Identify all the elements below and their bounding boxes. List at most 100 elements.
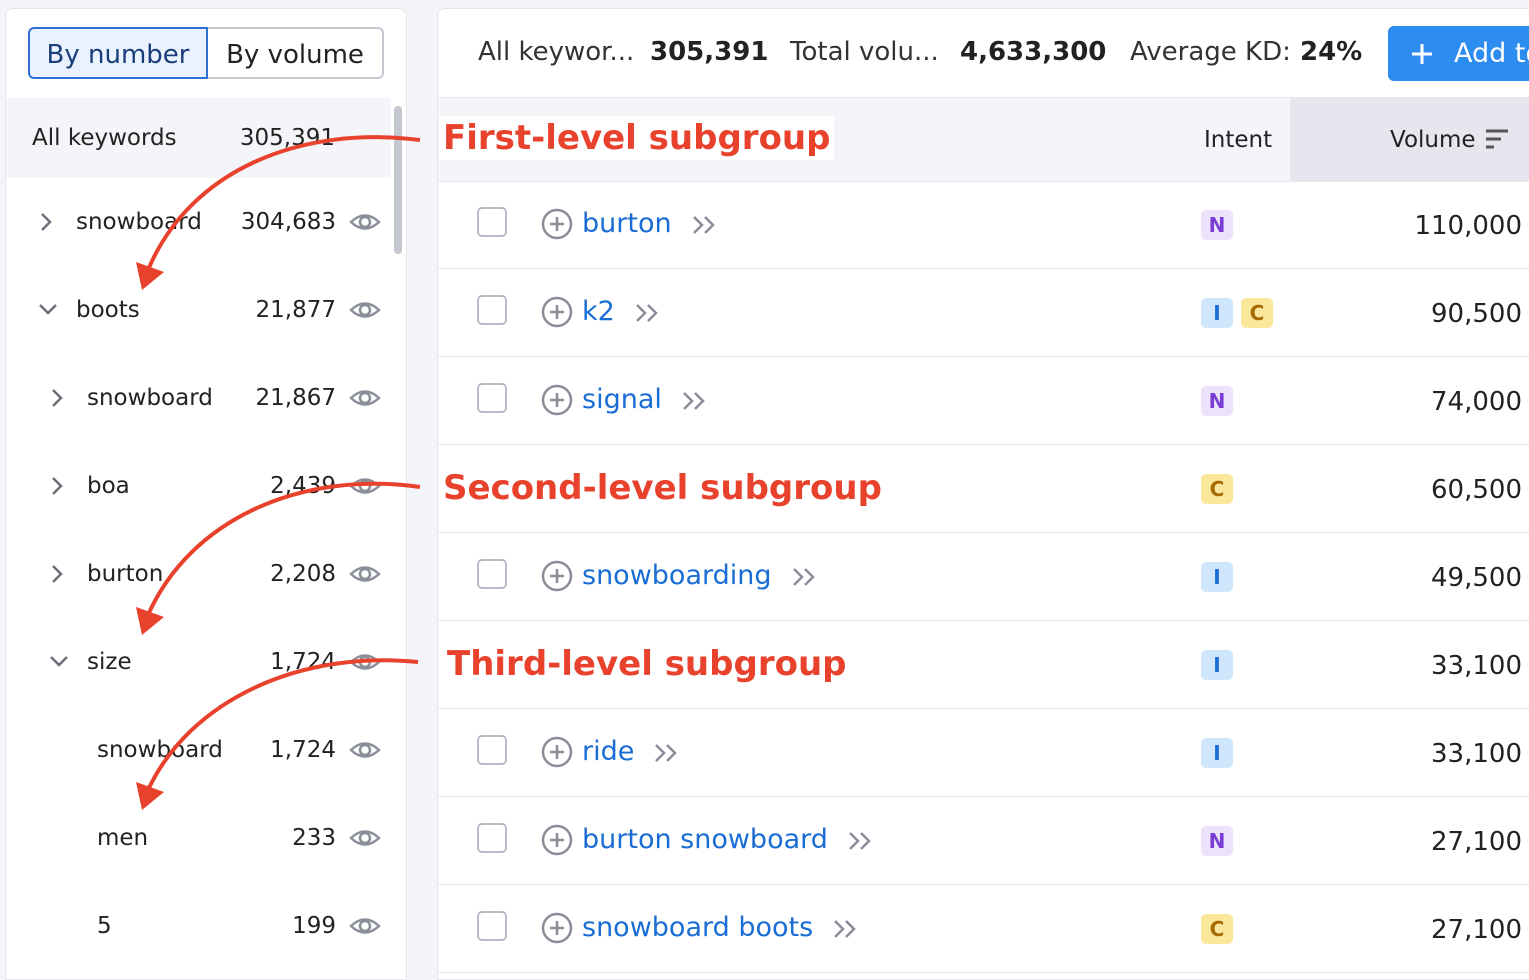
sort-icon[interactable] xyxy=(1484,128,1510,150)
tree-label[interactable]: 5 xyxy=(97,913,112,939)
tree-label[interactable]: boa xyxy=(87,473,130,499)
volume-value: 27,100 xyxy=(1431,915,1522,945)
intent-badge: I xyxy=(1201,738,1233,768)
tree-row-selected[interactable]: All keywords 305,391 xyxy=(6,98,391,178)
volume-value: 27,100 xyxy=(1431,827,1522,857)
tree-count: 304,683 xyxy=(240,209,336,235)
add-icon[interactable] xyxy=(541,208,573,240)
eye-icon[interactable] xyxy=(349,209,381,235)
chevron[interactable] xyxy=(49,564,69,584)
eye-icon[interactable] xyxy=(349,913,381,939)
table-row: snowboard boots C 27,100 xyxy=(438,885,1529,973)
keyword-link[interactable]: burton snowboard xyxy=(582,824,828,855)
intent-badge: C xyxy=(1201,914,1233,944)
volume-value: 60,500 xyxy=(1431,475,1522,505)
volume-value: 74,000 xyxy=(1431,387,1522,417)
add-icon[interactable] xyxy=(541,384,573,416)
chevrons-icon[interactable] xyxy=(682,391,710,411)
add-icon[interactable] xyxy=(541,912,573,944)
column-header[interactable]: Volume xyxy=(1390,127,1476,153)
eye-icon[interactable] xyxy=(349,473,381,499)
tree-count: 2,439 xyxy=(270,473,336,499)
summary-value: 24% xyxy=(1300,37,1363,67)
eye-icon[interactable] xyxy=(349,825,381,851)
chevrons-icon[interactable] xyxy=(635,303,663,323)
volume-value: 49,500 xyxy=(1431,563,1522,593)
tree-label: All keywords xyxy=(32,125,177,151)
table-row: snowboarding I 49,500 xyxy=(438,533,1529,621)
tree-label[interactable]: snowboard xyxy=(76,209,202,235)
chevron[interactable] xyxy=(49,388,69,408)
checkbox[interactable] xyxy=(477,911,507,941)
tree-count: 233 xyxy=(292,825,336,851)
sidebar: By number By volume All keywords 305,391 sno… xyxy=(5,8,407,980)
tree-count: 21,877 xyxy=(255,297,336,323)
eye-icon[interactable] xyxy=(349,561,381,587)
table-row: ride I 33,100 xyxy=(438,709,1529,797)
tree-count: 199 xyxy=(292,913,336,939)
scrollbar xyxy=(394,106,402,254)
keyword-link[interactable]: ride xyxy=(582,736,635,767)
chevrons-icon[interactable] xyxy=(654,743,682,763)
tree-label[interactable]: snowboard xyxy=(97,737,223,763)
chevron[interactable] xyxy=(49,652,69,672)
tree-label[interactable]: size xyxy=(87,649,132,675)
chevrons-icon[interactable] xyxy=(833,919,861,939)
keyword-link[interactable]: snowboard boots xyxy=(582,912,814,943)
table-row: k2 I C 90,500 xyxy=(438,269,1529,357)
chevron[interactable] xyxy=(38,212,58,232)
plus-icon xyxy=(1412,44,1432,64)
add-icon[interactable] xyxy=(541,824,573,856)
eye-icon[interactable] xyxy=(349,737,381,763)
chevron[interactable] xyxy=(38,300,58,320)
keyword-link[interactable]: burton xyxy=(582,208,672,239)
chevrons-icon[interactable] xyxy=(848,831,876,851)
summary-label: Total volu... xyxy=(790,37,939,67)
table-row: burton N 110,000 xyxy=(438,181,1529,269)
tree-label[interactable]: snowboard xyxy=(87,385,213,411)
keyword-link[interactable]: snowboarding xyxy=(582,560,772,591)
checkbox[interactable] xyxy=(477,823,507,853)
checkbox[interactable] xyxy=(477,295,507,325)
volume-value: 90,500 xyxy=(1431,299,1522,329)
toggle-button[interactable]: By volume xyxy=(206,27,384,79)
tree-count: 2,208 xyxy=(270,561,336,587)
eye-icon[interactable] xyxy=(349,385,381,411)
intent-badge: N xyxy=(1201,386,1233,416)
checkbox[interactable] xyxy=(477,735,507,765)
tree-count: 1,724 xyxy=(270,737,336,763)
add-icon[interactable] xyxy=(541,736,573,768)
add-icon[interactable] xyxy=(541,296,573,328)
table-row: C 60,500 xyxy=(438,445,1529,533)
volume-value: 33,100 xyxy=(1431,651,1522,681)
summary-label: Average KD: xyxy=(1130,37,1291,67)
chevron[interactable] xyxy=(49,476,69,496)
eye-icon[interactable] xyxy=(349,297,381,323)
table-row: burton snowboard N 27,100 xyxy=(438,797,1529,885)
intent-badge: C xyxy=(1201,474,1233,504)
table-row: I 33,100 xyxy=(438,621,1529,709)
checkbox[interactable] xyxy=(477,559,507,589)
annotation-label: First-level subgroup xyxy=(439,116,835,160)
tree-count: 305,391 xyxy=(239,125,335,151)
keyword-link[interactable]: k2 xyxy=(582,296,615,327)
toggle-button[interactable]: By number xyxy=(28,27,208,79)
chevrons-icon[interactable] xyxy=(792,567,820,587)
add-button[interactable]: Add to xyxy=(1388,26,1529,81)
keyword-link[interactable]: signal xyxy=(582,384,662,415)
eye-icon[interactable] xyxy=(349,649,381,675)
chevrons-icon[interactable] xyxy=(692,215,720,235)
tree-label[interactable]: boots xyxy=(76,297,140,323)
checkbox[interactable] xyxy=(477,207,507,237)
add-icon[interactable] xyxy=(541,560,573,592)
tree-label[interactable]: burton xyxy=(87,561,164,587)
tree-label[interactable]: men xyxy=(97,825,149,851)
table-row: signal N 74,000 xyxy=(438,357,1529,445)
annotation-label: Third-level subgroup xyxy=(443,642,851,686)
summary-value: 4,633,300 xyxy=(960,37,1107,67)
intent-badge: N xyxy=(1201,210,1233,240)
intent-badge: I xyxy=(1201,650,1233,680)
checkbox[interactable] xyxy=(477,383,507,413)
intent-badge: I xyxy=(1201,298,1233,328)
